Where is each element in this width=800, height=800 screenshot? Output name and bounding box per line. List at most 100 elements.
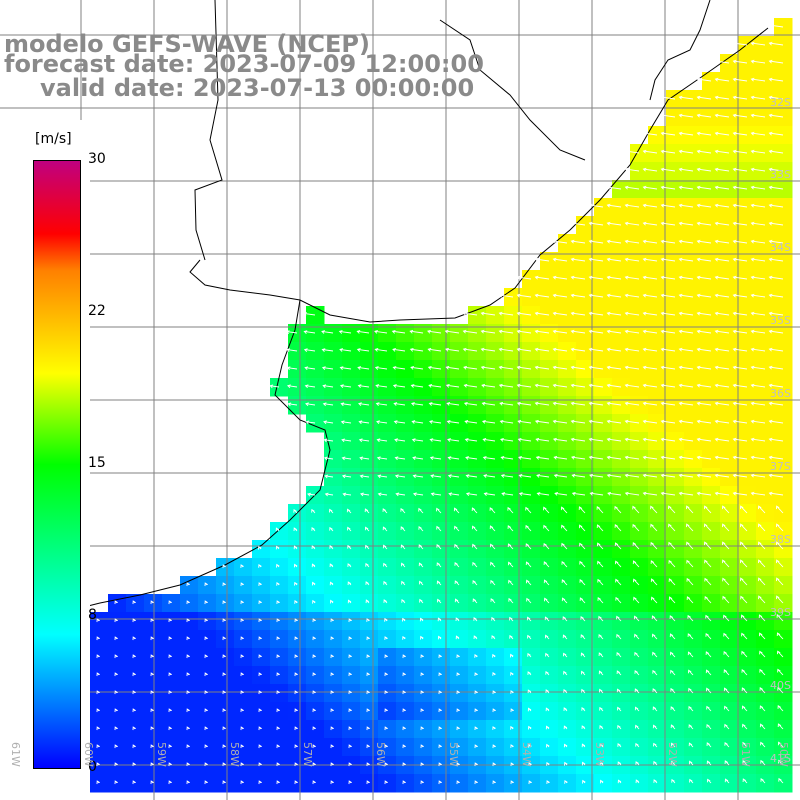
wind-arrow [418, 580, 424, 586]
wind-arrow [696, 419, 712, 424]
wind-speed-cell [612, 576, 631, 595]
wind-speed-cell [738, 630, 757, 649]
wind-speed-cell [666, 774, 685, 793]
wind-arrow [222, 600, 226, 605]
wind-arrow [732, 347, 748, 352]
wind-speed-cell [630, 252, 649, 271]
wind-arrow [768, 149, 784, 154]
wind-speed-cell [306, 558, 325, 577]
wind-arrow [678, 257, 694, 262]
wind-speed-cell [720, 648, 739, 667]
wind-speed-cell [756, 252, 775, 271]
wind-speed-cell [684, 702, 703, 721]
wind-speed-cell [540, 504, 559, 523]
wind-speed-cell [162, 594, 181, 613]
wind-speed-cell [432, 468, 451, 487]
wind-arrow [510, 671, 514, 676]
wind-arrow [703, 505, 712, 514]
wind-arrow [588, 347, 604, 352]
wind-arrow [607, 491, 622, 496]
wind-speed-cell [378, 342, 397, 361]
wind-arrow [96, 672, 100, 677]
wind-arrow [499, 419, 514, 424]
wind-speed-cell [342, 522, 361, 541]
wind-speed-cell [666, 162, 685, 181]
wind-arrow [420, 744, 424, 749]
wind-speed-cell [666, 486, 685, 505]
wind-speed-cell [612, 738, 631, 757]
wind-speed-cell [558, 270, 577, 289]
wind-arrow [606, 383, 622, 388]
wind-arrow [750, 167, 766, 172]
wind-arrow [186, 636, 190, 641]
wind-arrow [563, 707, 568, 712]
wind-arrow [776, 614, 784, 622]
wind-speed-cell [414, 648, 433, 667]
wind-arrow [552, 419, 568, 424]
wind-speed-cell [612, 540, 631, 559]
wind-arrow [464, 420, 478, 424]
wind-arrow [258, 636, 262, 641]
wind-arrow [321, 348, 334, 352]
wind-arrow [383, 562, 388, 568]
wind-arrow [312, 780, 316, 785]
wind-arrow [480, 365, 496, 370]
wind-speed-cell [702, 72, 721, 91]
wind-arrow [642, 437, 658, 442]
wind-speed-cell [468, 720, 487, 739]
wind-speed-cell [756, 90, 775, 109]
wind-speed-cell [360, 342, 379, 361]
longitude-label: 52W [666, 742, 679, 767]
wind-speed-cell [738, 450, 757, 469]
wind-arrow [741, 650, 748, 658]
wind-speed-cell [342, 432, 361, 451]
wind-speed-cell [594, 234, 613, 253]
wind-speed-cell [720, 144, 739, 163]
wind-speed-cell [540, 270, 559, 289]
wind-arrow [696, 311, 712, 316]
wind-speed-cell [270, 540, 289, 559]
wind-speed-cell [342, 612, 361, 631]
wind-speed-cell [774, 360, 793, 379]
wind-speed-cell [324, 558, 343, 577]
wind-speed-cell [630, 342, 649, 361]
wind-speed-cell [288, 594, 307, 613]
wind-arrow [204, 762, 208, 767]
wind-arrow [358, 420, 370, 425]
wind-arrow [732, 437, 748, 442]
wind-speed-cell [486, 630, 505, 649]
wind-arrow [364, 508, 370, 514]
wind-speed-cell [252, 540, 271, 559]
wind-speed-cell [486, 612, 505, 631]
wind-speed-cell [612, 198, 631, 217]
wind-arrow [329, 526, 334, 532]
wind-speed-cell [396, 666, 415, 685]
wind-speed-cell [522, 450, 541, 469]
wind-speed-cell [648, 720, 667, 739]
wind-arrow [732, 41, 748, 46]
wind-arrow [704, 577, 712, 586]
wind-speed-cell [396, 720, 415, 739]
wind-arrow [365, 581, 370, 586]
wind-arrow [132, 744, 136, 749]
wind-arrow [472, 561, 478, 568]
wind-arrow [714, 59, 730, 64]
wind-speed-cell [504, 720, 523, 739]
wind-arrow [527, 689, 532, 694]
wind-arrow [570, 257, 586, 262]
wind-arrow [678, 149, 694, 154]
wind-arrow [634, 670, 640, 676]
wind-speed-cell [378, 648, 397, 667]
wind-arrow [527, 707, 532, 712]
wind-speed-cell [738, 90, 757, 109]
wind-speed-cell [648, 594, 667, 613]
wind-speed-cell [756, 288, 775, 307]
wind-arrow [739, 505, 748, 514]
wind-arrow [150, 600, 154, 605]
wind-arrow [723, 650, 730, 658]
wind-speed-cell [576, 612, 595, 631]
wind-arrow [588, 293, 604, 298]
wind-speed-cell [126, 612, 145, 631]
wind-arrow [624, 419, 640, 424]
wind-arrow [678, 455, 694, 460]
